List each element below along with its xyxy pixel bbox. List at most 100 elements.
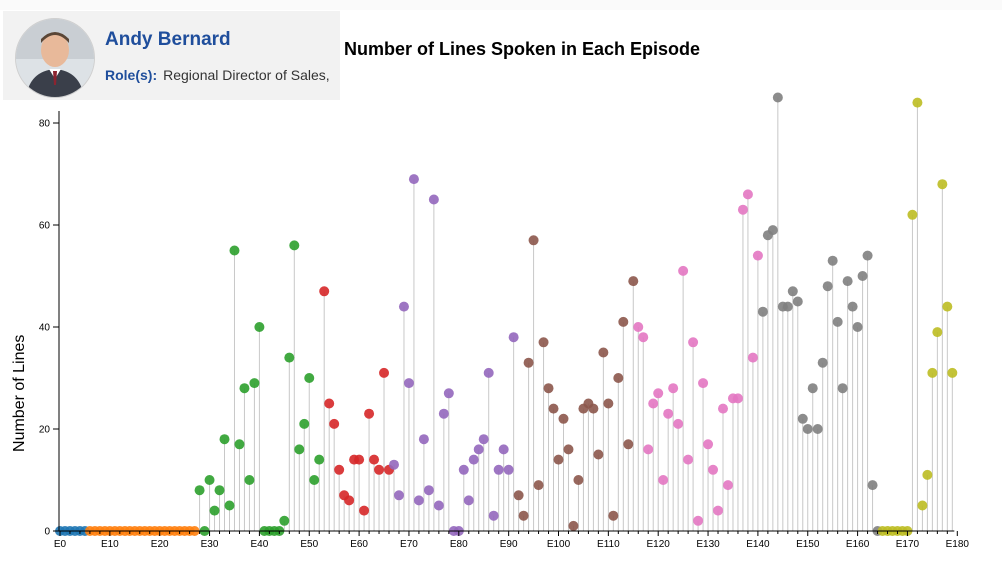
episode-point xyxy=(433,500,444,511)
episode-point xyxy=(209,505,220,516)
episode-point xyxy=(852,322,863,332)
episode-point xyxy=(473,444,484,455)
episode-point xyxy=(548,403,559,414)
stem-layer xyxy=(199,97,953,531)
episode-point xyxy=(523,357,534,368)
episode-point xyxy=(867,480,878,491)
episode-point xyxy=(354,454,365,465)
episode-point xyxy=(374,464,385,475)
episode-point xyxy=(917,500,928,511)
episode-point xyxy=(563,444,574,455)
episode-point xyxy=(678,265,689,276)
episode-point xyxy=(398,301,409,312)
x-tick-label: E170 xyxy=(896,539,920,550)
episode-point xyxy=(772,92,783,103)
episode-point xyxy=(713,505,724,516)
chart-title: Number of Lines Spoken in Each Episode xyxy=(344,39,701,59)
episode-point xyxy=(737,204,748,215)
episode-point xyxy=(229,245,240,256)
episode-point xyxy=(822,281,833,292)
episode-point xyxy=(593,449,604,460)
episode-point xyxy=(518,510,529,521)
role-value: Regional Director of Sales, xyxy=(163,67,330,83)
episode-point xyxy=(792,296,803,307)
episode-point xyxy=(573,475,584,485)
episode-point xyxy=(488,510,499,521)
episode-point xyxy=(319,286,330,297)
episode-point xyxy=(438,408,449,419)
x-tick-label: E110 xyxy=(597,539,620,550)
episode-point xyxy=(718,403,729,414)
episode-point xyxy=(294,444,305,455)
episode-point xyxy=(648,398,659,409)
episode-point xyxy=(608,510,619,521)
episode-point xyxy=(304,373,315,383)
x-tick-label: E150 xyxy=(796,539,820,550)
episode-point xyxy=(379,367,390,378)
episode-point xyxy=(463,495,474,506)
episode-point xyxy=(628,276,639,287)
episode-point xyxy=(443,388,454,399)
episode-point xyxy=(234,439,245,450)
episode-point xyxy=(922,469,933,480)
episode-point xyxy=(403,378,414,389)
y-axis-title: Number of Lines xyxy=(11,335,28,452)
episode-point xyxy=(932,327,943,338)
x-tick-label: E50 xyxy=(300,539,318,550)
episode-point xyxy=(364,408,375,419)
episode-point xyxy=(528,235,539,246)
episode-point xyxy=(533,480,544,491)
x-tick-label: E130 xyxy=(696,539,720,550)
episode-point xyxy=(757,306,768,317)
episode-point xyxy=(508,332,519,343)
episode-point xyxy=(498,444,509,455)
episode-point xyxy=(847,301,858,312)
episode-point xyxy=(299,418,310,429)
episode-point xyxy=(688,337,699,348)
x-tick-label: E30 xyxy=(201,539,219,550)
episode-point xyxy=(623,439,634,450)
episode-point xyxy=(388,459,399,470)
x-tick-label: E70 xyxy=(400,539,418,550)
episode-point xyxy=(289,240,300,251)
episode-point xyxy=(324,398,335,409)
x-tick-label: E160 xyxy=(846,539,870,550)
episode-point xyxy=(802,424,813,434)
episode-point xyxy=(418,434,429,445)
role-label: Role(s): xyxy=(105,67,158,83)
x-tick-label: E40 xyxy=(251,539,269,550)
y-tick-label: 20 xyxy=(39,425,51,436)
episode-point xyxy=(907,209,918,220)
y-tick-label: 80 xyxy=(39,119,51,130)
episode-point xyxy=(942,301,953,312)
episode-point xyxy=(732,393,743,404)
episode-point xyxy=(503,464,514,475)
episode-point xyxy=(722,480,733,491)
episode-point xyxy=(638,332,649,343)
episode-point xyxy=(413,495,424,506)
episode-point xyxy=(927,367,938,378)
episode-point xyxy=(603,398,614,409)
episode-point xyxy=(329,418,340,429)
episode-point xyxy=(468,454,479,465)
episode-point xyxy=(693,515,704,526)
episode-point xyxy=(458,464,469,475)
episode-point xyxy=(643,444,654,455)
episode-point xyxy=(767,225,778,236)
episode-point xyxy=(428,194,439,205)
episode-point xyxy=(663,408,674,419)
episode-point xyxy=(653,388,664,399)
episode-point xyxy=(493,464,504,475)
episode-point xyxy=(832,316,843,327)
episode-point xyxy=(857,271,868,281)
episode-point xyxy=(219,434,230,445)
x-tick-label: E180 xyxy=(946,539,970,550)
episode-point xyxy=(842,276,853,287)
episode-point xyxy=(314,454,325,465)
character-name: Andy Bernard xyxy=(105,29,231,50)
episode-point xyxy=(194,485,205,496)
y-tick-label: 0 xyxy=(44,527,50,538)
episode-point xyxy=(393,490,404,501)
x-tick-label: E10 xyxy=(101,539,119,550)
